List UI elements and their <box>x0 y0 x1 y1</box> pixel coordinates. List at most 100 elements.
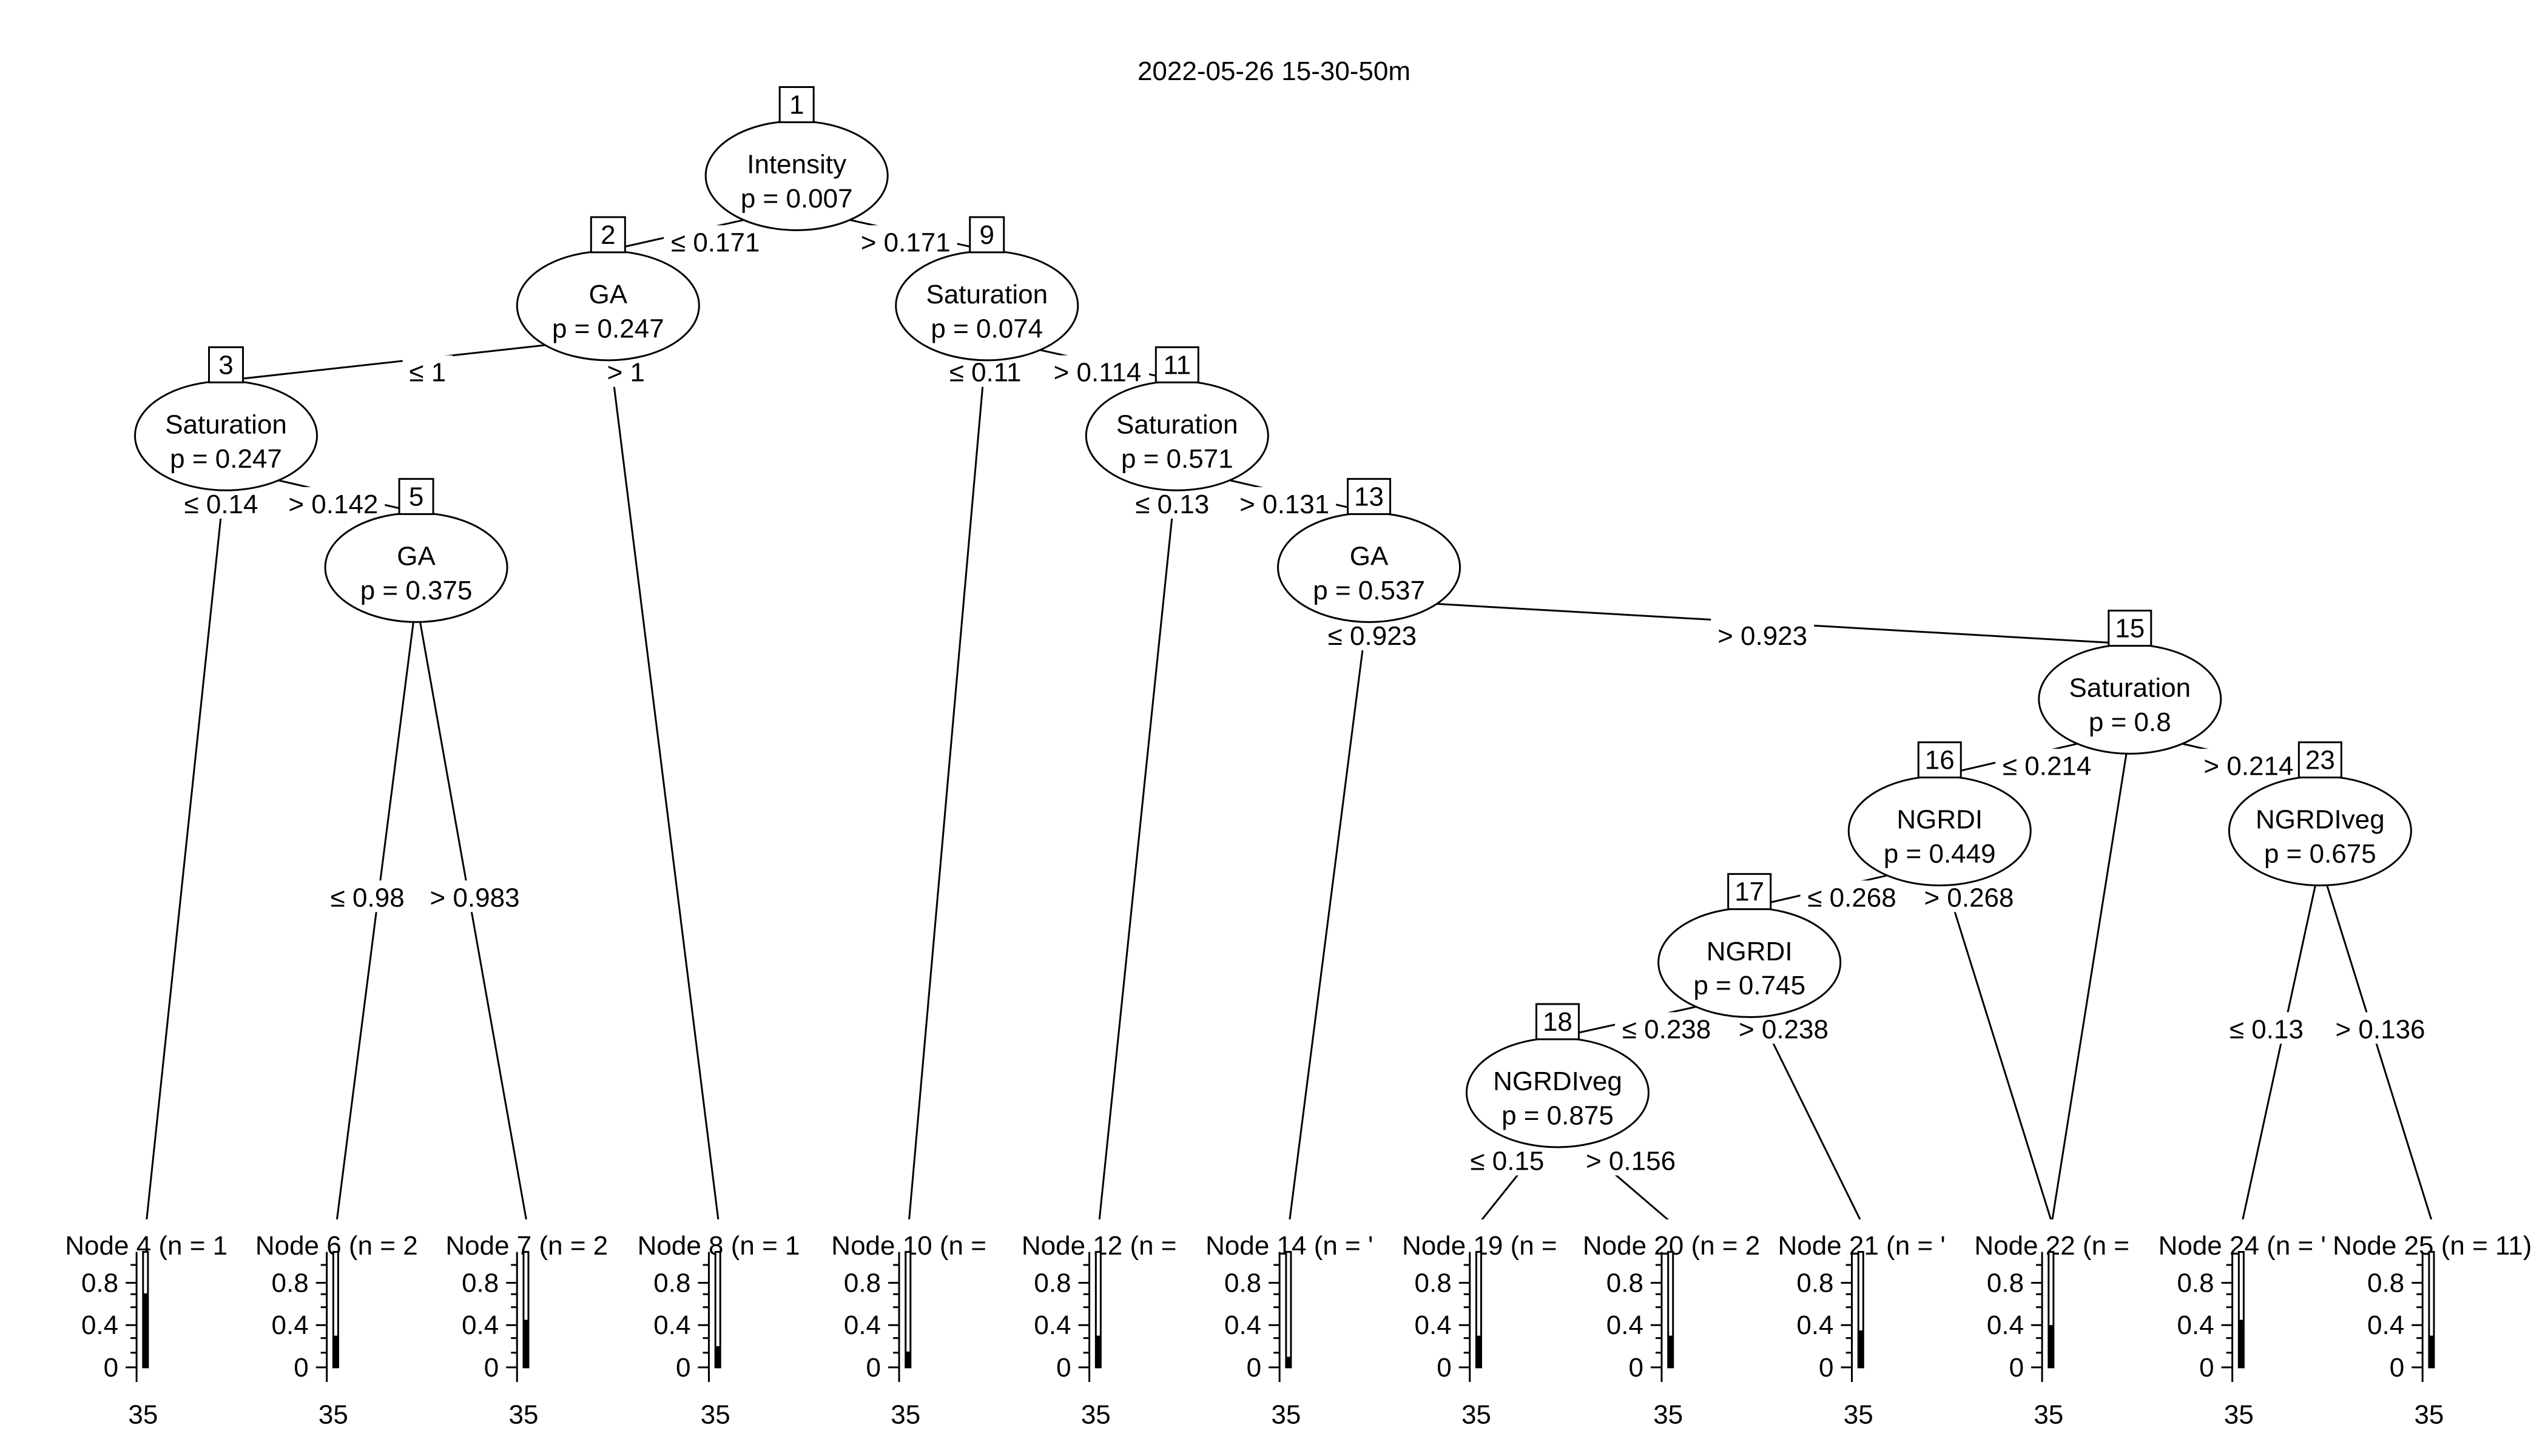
split-label: > 0.136 <box>2336 1014 2425 1044</box>
bar-frame <box>522 1251 530 1369</box>
node-id-box <box>778 86 815 124</box>
x-axis-label: 35 <box>1081 1400 1111 1430</box>
axis-tick-label: 0 <box>294 1353 308 1383</box>
node-variable: Saturation <box>165 410 287 439</box>
axis-tick-label: 0.4 <box>1415 1310 1452 1340</box>
node-p-value: p = 0.247 <box>552 314 664 343</box>
bar <box>2239 1320 2244 1367</box>
node-variable: NGRDIveg <box>1493 1067 1622 1096</box>
node-variable: GA <box>1350 542 1389 571</box>
node-variable: Saturation <box>926 280 1048 309</box>
node-id-box <box>398 477 434 515</box>
bar <box>143 1293 148 1367</box>
axis-tick-label: 0.8 <box>1606 1269 1643 1298</box>
bar <box>2048 1325 2054 1367</box>
node-id: 15 <box>2115 613 2145 643</box>
bar <box>905 1351 911 1367</box>
node-id-box <box>1347 477 1392 515</box>
inner-node-2: 2 GA p = 0.247 <box>516 216 700 362</box>
split-label: > 0.923 <box>1717 621 1807 651</box>
axis-tick-label: 0 <box>1247 1353 1261 1383</box>
node-p-value: p = 0.007 <box>741 184 853 214</box>
node-variable: NGRDI <box>1896 805 1983 835</box>
node-p-value: p = 0.074 <box>931 314 1043 343</box>
x-axis-label: 35 <box>1461 1400 1491 1430</box>
split-label: > 1 <box>607 358 645 388</box>
node-variable: NGRDI <box>1707 937 1793 966</box>
node-p-value: p = 0.449 <box>1884 839 1996 869</box>
split-label: > 0.983 <box>430 883 520 912</box>
split-label: > 0.142 <box>288 490 378 519</box>
axis-tick-label: 0 <box>1628 1353 1643 1383</box>
bar-frame <box>905 1251 912 1369</box>
bar <box>333 1335 339 1367</box>
x-axis-label: 35 <box>2414 1400 2444 1430</box>
split-label: > 0.171 <box>861 228 951 257</box>
node-id-box <box>969 216 1005 254</box>
split-label: ≤ 1 <box>409 358 446 388</box>
x-axis-label: 35 <box>1653 1400 1683 1430</box>
axis-tick-label: 0.8 <box>1796 1269 1833 1298</box>
node-id: 23 <box>2305 746 2335 775</box>
node-p-value: p = 0.8 <box>2089 707 2171 737</box>
axis-tick-label: 0 <box>676 1353 690 1383</box>
axis-tick-label: 0 <box>484 1353 499 1383</box>
split-label: ≤ 0.13 <box>1135 490 1209 519</box>
node-p-value: p = 0.375 <box>360 576 473 605</box>
x-axis-label: 35 <box>2224 1400 2254 1430</box>
split-label: > 0.268 <box>1924 883 2014 912</box>
split-label: ≤ 0.171 <box>671 228 760 257</box>
node-p-value: p = 0.675 <box>2264 839 2376 869</box>
axis-tick-label: 0.4 <box>2367 1310 2404 1340</box>
bar-frame <box>1857 1251 1864 1369</box>
node-id-box <box>1535 1003 1580 1040</box>
axis-tick-label: 0.4 <box>81 1310 118 1340</box>
axis-tick-label: 0.8 <box>272 1269 309 1298</box>
axis-tick-label: 0.4 <box>844 1310 881 1340</box>
inner-node-9: 9 Saturation p = 0.074 <box>895 216 1079 362</box>
axis-tick-label: 0.8 <box>81 1269 118 1298</box>
axis-tick-label: 0.8 <box>1224 1269 1261 1298</box>
node-id: 3 <box>218 350 233 380</box>
node-id-box <box>590 216 626 254</box>
tree-edge <box>1288 599 1370 1223</box>
axis-tick-label: 0 <box>1437 1353 1451 1383</box>
split-label: ≤ 0.11 <box>949 358 1022 388</box>
x-axis-label: 35 <box>128 1400 158 1430</box>
bar <box>715 1346 721 1367</box>
inner-node-11: 11 Saturation p = 0.571 <box>1085 346 1269 491</box>
bar <box>1668 1335 1673 1367</box>
split-label: ≤ 0.98 <box>331 883 405 912</box>
node-p-value: p = 0.571 <box>1121 444 1233 474</box>
axis-tick-label: 0 <box>2009 1353 2024 1383</box>
node-id-box <box>208 346 244 383</box>
x-axis-label: 35 <box>2034 1400 2063 1430</box>
axis-tick-label: 0.8 <box>1415 1269 1452 1298</box>
node-id-box <box>1727 873 1772 911</box>
axis-tick-label: 0 <box>2390 1353 2404 1383</box>
split-label: ≤ 0.13 <box>2230 1014 2304 1044</box>
split-label: ≤ 0.214 <box>2003 751 2091 781</box>
axis-tick-label: 0.4 <box>462 1310 499 1340</box>
x-axis-label: 35 <box>508 1400 538 1430</box>
node-id: 5 <box>409 482 423 511</box>
axis-tick-label: 0.8 <box>462 1269 499 1298</box>
axis-tick-label: 0.4 <box>653 1310 690 1340</box>
axis-tick-label: 0.8 <box>1034 1269 1071 1298</box>
node-id: 17 <box>1734 877 1764 907</box>
bar <box>1858 1330 1864 1367</box>
axis-tick-label: 0.4 <box>2177 1310 2214 1340</box>
axis-tick-label: 0.4 <box>1224 1310 1261 1340</box>
node-id: 9 <box>980 220 994 250</box>
axis-tick-label: 0.8 <box>653 1269 690 1298</box>
axis-tick-label: 0.4 <box>1796 1310 1833 1340</box>
inner-node-5: 5 GA p = 0.375 <box>324 477 508 623</box>
node-p-value: p = 0.875 <box>1502 1100 1614 1130</box>
axis-tick-label: 0.4 <box>272 1310 309 1340</box>
